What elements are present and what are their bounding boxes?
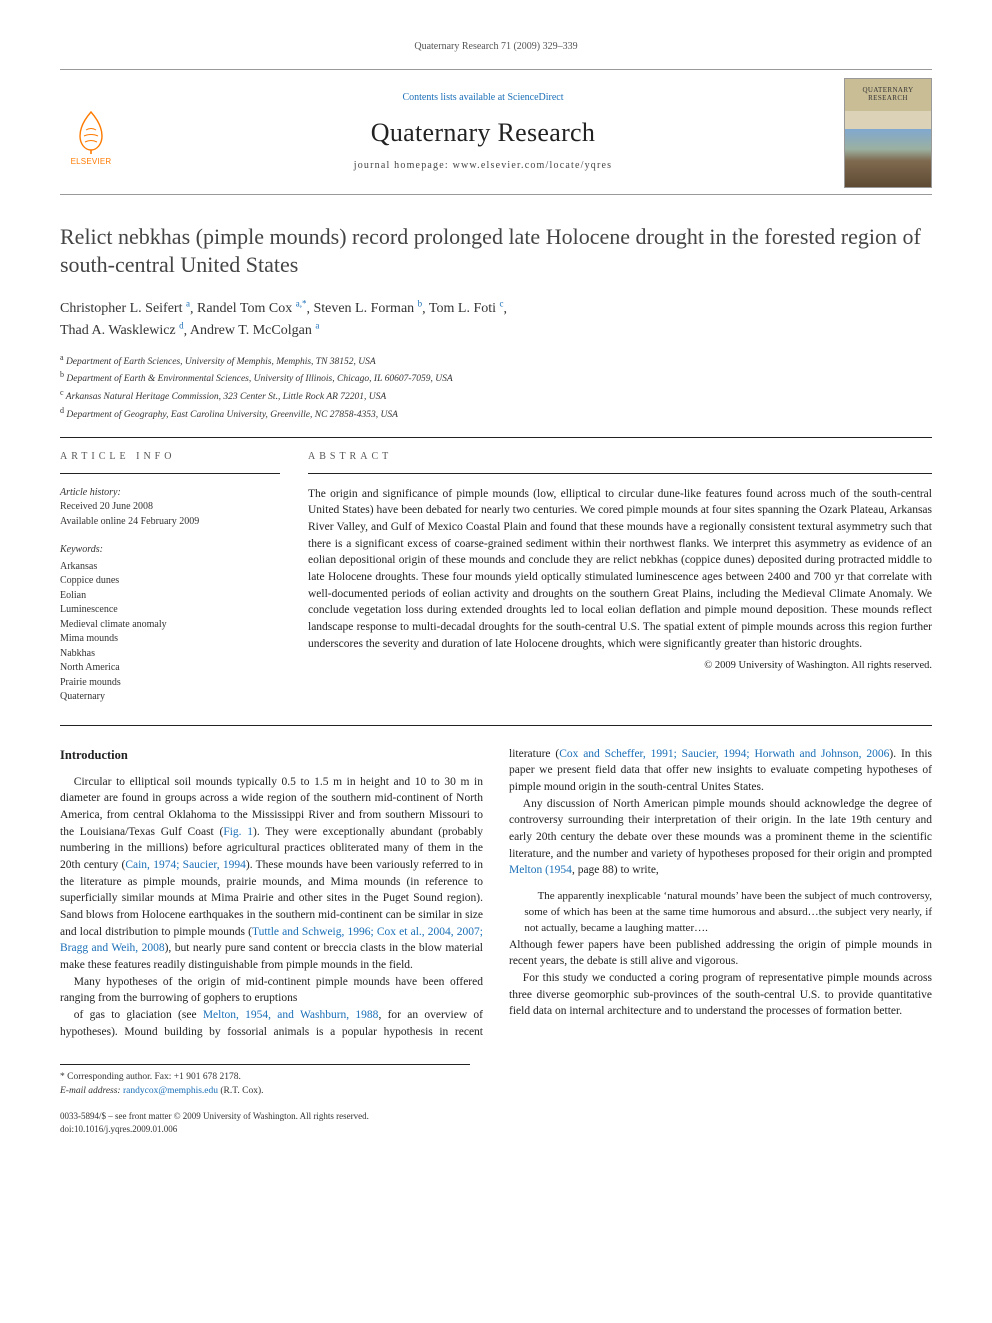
- author-5: Thad A. Wasklewicz d: [60, 323, 184, 338]
- online-date: Available online 24 February 2009: [60, 515, 280, 530]
- body-two-column: Introduction Circular to elliptical soil…: [60, 746, 932, 1041]
- homepage-url[interactable]: www.elsevier.com/locate/yqres: [453, 160, 613, 171]
- journal-cover-thumb: QUATERNARY RESEARCH: [844, 78, 932, 188]
- abstract-copyright: © 2009 University of Washington. All rig…: [308, 658, 932, 673]
- keywords-block: Keywords: Arkansas Coppice dunes Eolian …: [60, 543, 280, 705]
- journal-name: Quaternary Research: [136, 114, 830, 152]
- keyword: Mima mounds: [60, 632, 280, 647]
- corresponding-author: * Corresponding author. Fax: +1 901 678 …: [60, 1071, 470, 1084]
- rule-below-abstract: [60, 725, 932, 726]
- affiliations: a Department of Earth Sciences, Universi…: [60, 352, 932, 424]
- author-4: Tom L. Foti c: [429, 301, 504, 316]
- email-link[interactable]: randycox@memphis.edu: [123, 1086, 218, 1096]
- email-label: E-mail address:: [60, 1086, 121, 1096]
- journal-homepage: journal homepage: www.elsevier.com/locat…: [136, 159, 830, 174]
- email-who: (R.T. Cox).: [220, 1086, 263, 1096]
- author-2: Randel Tom Cox a,*: [197, 301, 306, 316]
- abstract-column: ABSTRACT The origin and significance of …: [308, 450, 932, 705]
- contents-prefix: Contents lists available at: [402, 92, 507, 103]
- footnotes: * Corresponding author. Fax: +1 901 678 …: [60, 1064, 470, 1098]
- keyword: Quaternary: [60, 690, 280, 705]
- article-history: Article history: Received 20 June 2008 A…: [60, 486, 280, 530]
- block-quote: The apparently inexplicable ‘natural mou…: [524, 889, 932, 937]
- rule-info-1: [60, 473, 280, 474]
- history-label: Article history:: [60, 486, 280, 501]
- keyword: Prairie mounds: [60, 676, 280, 691]
- intro-paragraph-6: For this study we conducted a coring pro…: [509, 970, 932, 1020]
- affiliation-b: b Department of Earth & Environmental Sc…: [60, 369, 932, 387]
- citation[interactable]: Cox and Scheffer, 1991; Saucier, 1994; H…: [559, 748, 889, 760]
- running-head: Quaternary Research 71 (2009) 329–339: [60, 40, 932, 55]
- affiliation-c: c Arkansas Natural Heritage Commission, …: [60, 387, 932, 405]
- citation[interactable]: Melton (1954: [509, 864, 572, 876]
- cover-landscape-graphic: [845, 129, 931, 187]
- author-3: Steven L. Forman b: [313, 301, 422, 316]
- keyword: Medieval climate anomaly: [60, 618, 280, 633]
- issn-line: 0033-5894/$ – see front matter © 2009 Un…: [60, 1110, 932, 1123]
- masthead: ELSEVIER Contents lists available at Sci…: [60, 69, 932, 195]
- authors-line: Christopher L. Seifert a, Randel Tom Cox…: [60, 298, 932, 342]
- corresponding-email: E-mail address: randycox@memphis.edu (R.…: [60, 1085, 470, 1098]
- publisher-logo: ELSEVIER: [60, 98, 122, 168]
- affiliation-d: d Department of Geography, East Carolina…: [60, 405, 932, 423]
- article-info-column: ARTICLE INFO Article history: Received 2…: [60, 450, 280, 705]
- rule-above-abstract: [60, 437, 932, 438]
- footer-line: 0033-5894/$ – see front matter © 2009 Un…: [60, 1110, 932, 1136]
- keyword: Arkansas: [60, 560, 280, 575]
- keyword: Eolian: [60, 589, 280, 604]
- cover-caption: QUATERNARY RESEARCH: [845, 79, 931, 111]
- intro-paragraph-5: Although fewer papers have been publishe…: [509, 937, 932, 970]
- abstract-head: ABSTRACT: [308, 450, 932, 465]
- keyword: Coppice dunes: [60, 574, 280, 589]
- affiliation-a: a Department of Earth Sciences, Universi…: [60, 352, 932, 370]
- sciencedirect-link[interactable]: ScienceDirect: [507, 92, 563, 103]
- citation[interactable]: Melton, 1954, and Washburn, 1988: [203, 1009, 379, 1021]
- article-title: Relict nebkhas (pimple mounds) record pr…: [60, 223, 932, 280]
- rule-abs-1: [308, 473, 932, 474]
- elsevier-tree-icon: [66, 106, 116, 156]
- citation[interactable]: Cain, 1974; Saucier, 1994: [125, 859, 246, 871]
- fig1-ref[interactable]: Fig. 1: [223, 826, 253, 838]
- received-date: Received 20 June 2008: [60, 500, 280, 515]
- article-info-head: ARTICLE INFO: [60, 450, 280, 465]
- section-heading-introduction: Introduction: [60, 746, 483, 764]
- author-6: Andrew T. McColgan a: [190, 323, 319, 338]
- keywords-label: Keywords:: [60, 543, 280, 558]
- contents-line: Contents lists available at ScienceDirec…: [136, 91, 830, 106]
- publisher-label: ELSEVIER: [71, 156, 112, 168]
- keyword: North America: [60, 661, 280, 676]
- doi-line: doi:10.1016/j.yqres.2009.01.006: [60, 1123, 932, 1136]
- keyword: Nabkhas: [60, 647, 280, 662]
- intro-paragraph-1: Circular to elliptical soil mounds typic…: [60, 774, 483, 974]
- intro-paragraph-2: Many hypotheses of the origin of mid-con…: [60, 974, 483, 1007]
- author-1: Christopher L. Seifert a: [60, 301, 190, 316]
- homepage-prefix: journal homepage:: [354, 160, 453, 171]
- intro-paragraph-4: Any discussion of North American pimple …: [509, 796, 932, 879]
- abstract-text: The origin and significance of pimple mo…: [308, 486, 932, 653]
- keyword: Luminescence: [60, 603, 280, 618]
